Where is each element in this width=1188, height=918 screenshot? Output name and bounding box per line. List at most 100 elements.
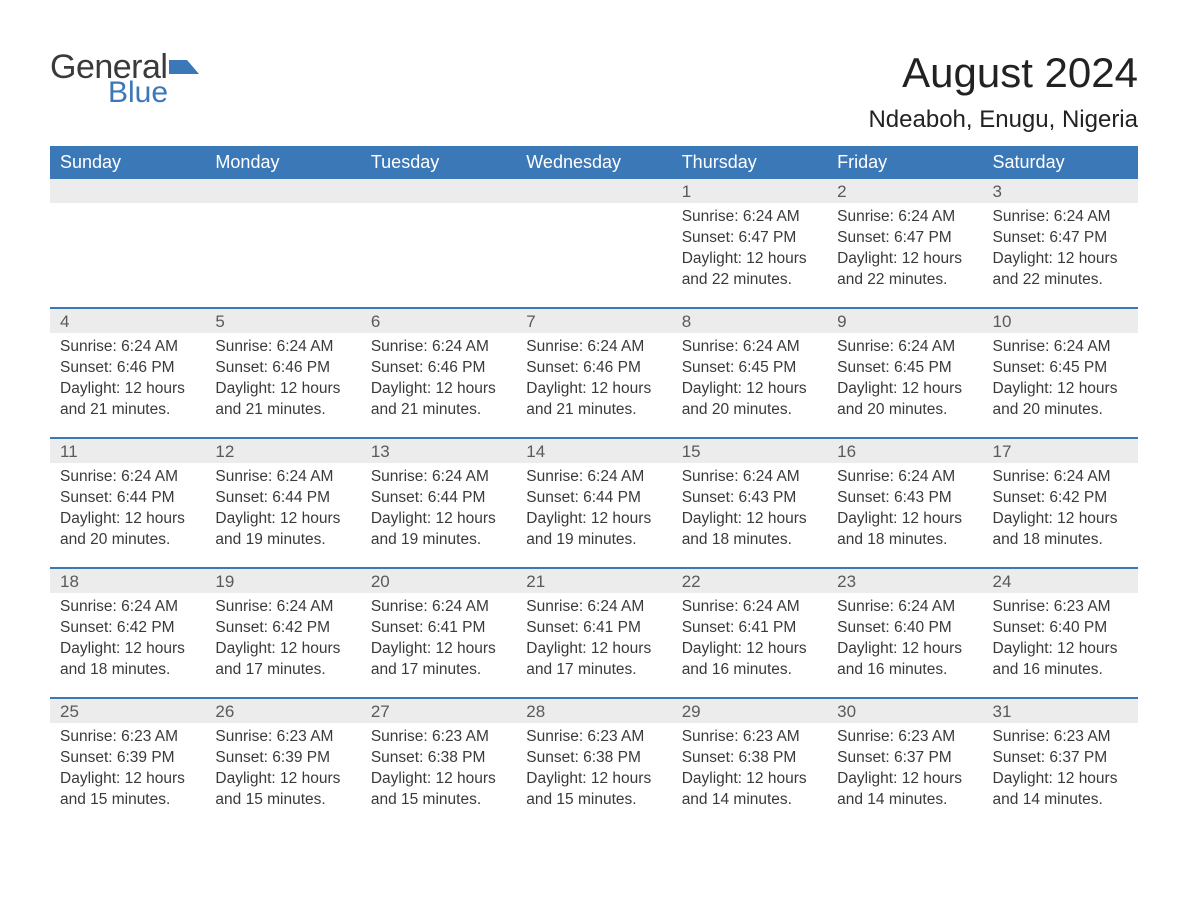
day-body: Sunrise: 6:24 AMSunset: 6:42 PMDaylight:…: [50, 593, 205, 689]
day-cell: 6Sunrise: 6:24 AMSunset: 6:46 PMDaylight…: [361, 309, 516, 437]
sunset-text: Sunset: 6:39 PM: [215, 748, 350, 769]
daylight2-text: and 17 minutes.: [215, 660, 350, 681]
sunrise-text: Sunrise: 6:23 AM: [60, 727, 195, 748]
day-cell: 27Sunrise: 6:23 AMSunset: 6:38 PMDayligh…: [361, 699, 516, 827]
day-number: 7: [516, 309, 671, 333]
day-header-sat: Saturday: [983, 146, 1138, 179]
day-number: 8: [672, 309, 827, 333]
day-number: 10: [983, 309, 1138, 333]
day-number: 4: [50, 309, 205, 333]
daylight2-text: and 16 minutes.: [993, 660, 1128, 681]
day-body: [205, 203, 360, 215]
sunrise-text: Sunrise: 6:24 AM: [993, 337, 1128, 358]
day-cell: 17Sunrise: 6:24 AMSunset: 6:42 PMDayligh…: [983, 439, 1138, 567]
daylight1-text: Daylight: 12 hours: [526, 379, 661, 400]
week-row: 1Sunrise: 6:24 AMSunset: 6:47 PMDaylight…: [50, 179, 1138, 307]
sunrise-text: Sunrise: 6:23 AM: [371, 727, 506, 748]
daylight1-text: Daylight: 12 hours: [682, 379, 817, 400]
sunset-text: Sunset: 6:41 PM: [371, 618, 506, 639]
day-body: Sunrise: 6:24 AMSunset: 6:47 PMDaylight:…: [672, 203, 827, 299]
day-cell: 15Sunrise: 6:24 AMSunset: 6:43 PMDayligh…: [672, 439, 827, 567]
day-number: 19: [205, 569, 360, 593]
day-body: Sunrise: 6:24 AMSunset: 6:43 PMDaylight:…: [827, 463, 982, 559]
sunrise-text: Sunrise: 6:24 AM: [526, 467, 661, 488]
day-number: 13: [361, 439, 516, 463]
daylight2-text: and 14 minutes.: [993, 790, 1128, 811]
sunset-text: Sunset: 6:45 PM: [682, 358, 817, 379]
daylight2-text: and 18 minutes.: [993, 530, 1128, 551]
day-body: Sunrise: 6:24 AMSunset: 6:45 PMDaylight:…: [827, 333, 982, 429]
day-body: Sunrise: 6:24 AMSunset: 6:40 PMDaylight:…: [827, 593, 982, 689]
sunrise-text: Sunrise: 6:24 AM: [682, 597, 817, 618]
daylight1-text: Daylight: 12 hours: [60, 379, 195, 400]
brand-flag-icon: [169, 54, 199, 78]
daylight2-text: and 20 minutes.: [60, 530, 195, 551]
day-body: Sunrise: 6:24 AMSunset: 6:46 PMDaylight:…: [205, 333, 360, 429]
day-body: Sunrise: 6:24 AMSunset: 6:47 PMDaylight:…: [983, 203, 1138, 299]
daylight2-text: and 21 minutes.: [215, 400, 350, 421]
sunset-text: Sunset: 6:37 PM: [837, 748, 972, 769]
sunrise-text: Sunrise: 6:24 AM: [837, 467, 972, 488]
day-cell: 20Sunrise: 6:24 AMSunset: 6:41 PMDayligh…: [361, 569, 516, 697]
daylight1-text: Daylight: 12 hours: [837, 249, 972, 270]
sunset-text: Sunset: 6:40 PM: [993, 618, 1128, 639]
sunset-text: Sunset: 6:46 PM: [60, 358, 195, 379]
daylight1-text: Daylight: 12 hours: [371, 639, 506, 660]
sunset-text: Sunset: 6:38 PM: [526, 748, 661, 769]
day-body: [516, 203, 671, 215]
day-number: 26: [205, 699, 360, 723]
day-cell: 24Sunrise: 6:23 AMSunset: 6:40 PMDayligh…: [983, 569, 1138, 697]
sunset-text: Sunset: 6:44 PM: [371, 488, 506, 509]
day-cell: 11Sunrise: 6:24 AMSunset: 6:44 PMDayligh…: [50, 439, 205, 567]
sunset-text: Sunset: 6:47 PM: [837, 228, 972, 249]
day-cell: 28Sunrise: 6:23 AMSunset: 6:38 PMDayligh…: [516, 699, 671, 827]
daylight2-text: and 15 minutes.: [60, 790, 195, 811]
day-body: Sunrise: 6:24 AMSunset: 6:47 PMDaylight:…: [827, 203, 982, 299]
title-block: August 2024 Ndeaboh, Enugu, Nigeria: [868, 50, 1138, 134]
daylight1-text: Daylight: 12 hours: [215, 769, 350, 790]
sunset-text: Sunset: 6:37 PM: [993, 748, 1128, 769]
day-number: [516, 179, 671, 203]
daylight1-text: Daylight: 12 hours: [60, 509, 195, 530]
day-body: Sunrise: 6:24 AMSunset: 6:41 PMDaylight:…: [361, 593, 516, 689]
day-number: 11: [50, 439, 205, 463]
sunset-text: Sunset: 6:45 PM: [837, 358, 972, 379]
calendar-page: General Blue August 2024 Ndeaboh, Enugu,…: [0, 0, 1188, 918]
sunset-text: Sunset: 6:41 PM: [526, 618, 661, 639]
daylight1-text: Daylight: 12 hours: [837, 639, 972, 660]
daylight2-text: and 19 minutes.: [215, 530, 350, 551]
sunrise-text: Sunrise: 6:24 AM: [526, 597, 661, 618]
daylight2-text: and 22 minutes.: [837, 270, 972, 291]
sunset-text: Sunset: 6:47 PM: [682, 228, 817, 249]
day-number: 23: [827, 569, 982, 593]
day-cell-empty: [205, 179, 360, 307]
sunrise-text: Sunrise: 6:24 AM: [682, 207, 817, 228]
daylight1-text: Daylight: 12 hours: [215, 639, 350, 660]
daylight1-text: Daylight: 12 hours: [526, 509, 661, 530]
day-number: 5: [205, 309, 360, 333]
daylight2-text: and 18 minutes.: [682, 530, 817, 551]
day-body: Sunrise: 6:24 AMSunset: 6:41 PMDaylight:…: [672, 593, 827, 689]
day-header-mon: Monday: [205, 146, 360, 179]
sunset-text: Sunset: 6:46 PM: [371, 358, 506, 379]
day-cell: 5Sunrise: 6:24 AMSunset: 6:46 PMDaylight…: [205, 309, 360, 437]
sunrise-text: Sunrise: 6:24 AM: [60, 467, 195, 488]
sunrise-text: Sunrise: 6:23 AM: [993, 597, 1128, 618]
day-number: 30: [827, 699, 982, 723]
week-row: 25Sunrise: 6:23 AMSunset: 6:39 PMDayligh…: [50, 697, 1138, 827]
day-cell: 2Sunrise: 6:24 AMSunset: 6:47 PMDaylight…: [827, 179, 982, 307]
sunrise-text: Sunrise: 6:24 AM: [526, 337, 661, 358]
day-cell: 26Sunrise: 6:23 AMSunset: 6:39 PMDayligh…: [205, 699, 360, 827]
daylight2-text: and 19 minutes.: [371, 530, 506, 551]
sunrise-text: Sunrise: 6:24 AM: [371, 597, 506, 618]
day-cell-empty: [361, 179, 516, 307]
day-body: Sunrise: 6:23 AMSunset: 6:37 PMDaylight:…: [983, 723, 1138, 819]
daylight2-text: and 16 minutes.: [682, 660, 817, 681]
daylight2-text: and 21 minutes.: [60, 400, 195, 421]
daylight2-text: and 21 minutes.: [526, 400, 661, 421]
day-cell-empty: [50, 179, 205, 307]
day-body: Sunrise: 6:23 AMSunset: 6:38 PMDaylight:…: [672, 723, 827, 819]
day-cell: 25Sunrise: 6:23 AMSunset: 6:39 PMDayligh…: [50, 699, 205, 827]
brand-logo: General Blue: [50, 50, 199, 108]
day-body: Sunrise: 6:24 AMSunset: 6:46 PMDaylight:…: [50, 333, 205, 429]
